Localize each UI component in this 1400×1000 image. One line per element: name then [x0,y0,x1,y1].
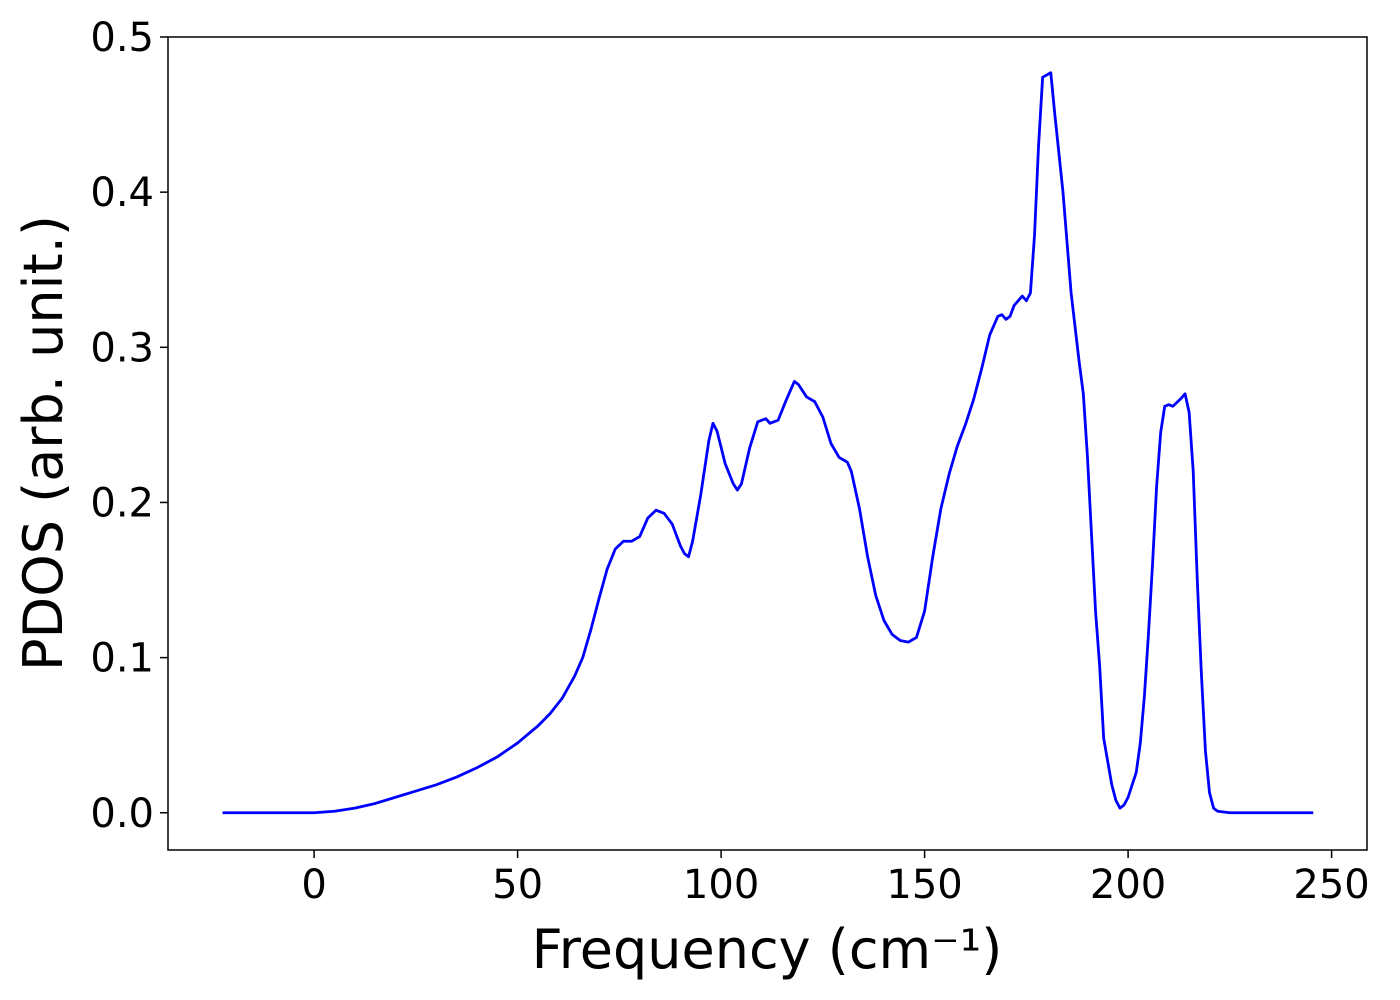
y-tick-label: 0.2 [90,480,154,526]
y-axis-label: PDOS (arb. unit.) [12,215,75,671]
y-tick-label: 0.4 [90,170,154,216]
y-tick-label: 0.0 [90,791,154,837]
x-tick-label: 150 [886,862,962,908]
x-axis-label: Frequency (cm⁻¹) [532,918,1003,981]
y-tick-label: 0.5 [90,15,154,61]
plot-frame [167,36,1368,851]
x-tick-label: 0 [301,862,326,908]
x-tick-label: 100 [683,862,759,908]
x-tick-label: 200 [1090,862,1166,908]
data-line [222,71,1314,815]
y-tick-label: 0.1 [90,636,154,682]
x-tick-label: 250 [1293,862,1369,908]
y-tick-label: 0.3 [90,325,154,371]
x-tick-label: 50 [492,862,543,908]
